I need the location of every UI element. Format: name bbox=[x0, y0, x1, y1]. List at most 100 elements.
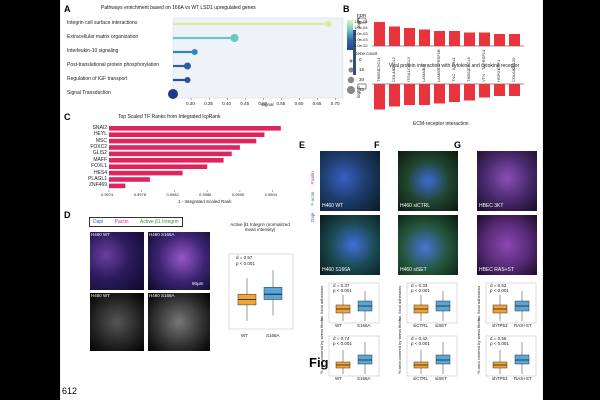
b-top-bar-5 bbox=[449, 31, 460, 46]
f-adhesion-boxplot-ylabel: No. focal adhesions bbox=[397, 285, 402, 321]
e-bottom-image-label: H460 S166A bbox=[322, 267, 351, 273]
panel-d-x-s166a: S166A bbox=[266, 333, 280, 338]
d-s166a-color-label: H460 S166A bbox=[149, 232, 175, 237]
g-fiber-boxplot-stat-p: p < 0.001 bbox=[490, 341, 509, 346]
b-bottom-bar-6 bbox=[464, 84, 475, 101]
d-s166a-gray-label: H460 S166A bbox=[149, 293, 175, 298]
c-bar-6 bbox=[109, 164, 208, 169]
d-wt-gray-image bbox=[89, 292, 145, 352]
c-xtick-label-3: 0.9986 bbox=[199, 192, 212, 197]
b-top-gene-4: TNFRSF1B bbox=[436, 49, 441, 70]
a-gc-tick-0: 0 bbox=[359, 57, 362, 62]
c-bar-0 bbox=[109, 126, 281, 131]
a-point-0 bbox=[325, 21, 332, 27]
f-bottom-image bbox=[397, 214, 459, 276]
a-point-5 bbox=[168, 89, 178, 99]
f-fiber-boxplot bbox=[406, 335, 458, 377]
d-wt-color-image bbox=[89, 231, 145, 291]
a-xtick-label-0: 0.30 bbox=[186, 101, 195, 106]
c-bar-2 bbox=[109, 138, 257, 144]
panel-a-label: A bbox=[64, 4, 71, 14]
f-top-image-label: H460 siCTRL bbox=[400, 203, 431, 209]
panel-d-label: D bbox=[64, 210, 71, 220]
panel-a-genecount-title: Gene count bbox=[354, 51, 378, 56]
c-tf-label-6: FOXL1 bbox=[91, 163, 107, 170]
a-xtick-label-2: 0.40 bbox=[222, 101, 232, 106]
c-tf-label-7: HES4 bbox=[93, 169, 107, 176]
f-top-image bbox=[397, 150, 459, 212]
b-top-gene-5: IL1RL1 bbox=[451, 57, 456, 70]
a-xtick-label-7: 0.65 bbox=[312, 101, 322, 106]
e-fiber-boxplot-box-1 bbox=[357, 354, 373, 365]
f-adhesion-boxplot-x0: siCTRL bbox=[413, 323, 429, 328]
b-top-gene-2: CXCL3 bbox=[406, 57, 411, 70]
e-adhesion-boxplot-stat-d: d = 0.37 bbox=[333, 283, 350, 288]
a-fdr-tick-4: 5.0e-02 bbox=[354, 43, 368, 48]
e-adhesion-boxplot-x1: S166A bbox=[357, 323, 371, 328]
g-adhesion-boxplot-ylabel: No. focal adhesions bbox=[476, 285, 481, 321]
f-adhesion-boxplot-stat-p: p < 0.001 bbox=[411, 288, 430, 293]
a-xtick-label-8: 0.70 bbox=[330, 101, 340, 106]
c-tf-label-5: MAFF bbox=[93, 156, 107, 163]
a-term-label-1: Extracellular matrix organization bbox=[67, 34, 139, 40]
d-wt-gray-label: H460 WT bbox=[91, 293, 111, 298]
c-bar-9 bbox=[109, 183, 126, 189]
c-bar-8 bbox=[109, 177, 150, 182]
g-adhesion-boxplot-stat-p: p < 0.001 bbox=[490, 288, 509, 293]
panel-d-stat-p: p < 0.001 bbox=[236, 261, 255, 266]
c-xtick-label-4: 0.9990 bbox=[231, 192, 245, 197]
g-adhesion-boxplot bbox=[485, 282, 537, 324]
g-fiber-boxplot-ylabel: % area covered by stress fibers bbox=[476, 317, 481, 374]
g-fiber-boxplot bbox=[485, 335, 537, 377]
a-point-2 bbox=[191, 49, 198, 55]
a-xtick-label-6: 0.60 bbox=[294, 101, 304, 106]
b-top-bar-4 bbox=[434, 31, 445, 46]
e-bottom-image bbox=[319, 214, 381, 276]
a-term-label-4: Regulation of IGF transport bbox=[67, 76, 128, 82]
c-tf-label-2: MSC bbox=[95, 137, 107, 144]
b-top-gene-7: TNFRSF14 bbox=[481, 49, 486, 70]
panel-a-side-strip bbox=[353, 30, 356, 75]
e-adhesion-boxplot-ylabel: No. focal adhesions bbox=[319, 285, 324, 321]
panel-a-genecount-legend bbox=[347, 59, 355, 94]
c-tf-label-9: ZNF469 bbox=[88, 182, 107, 189]
c-tf-label-0: SNAI2 bbox=[92, 124, 107, 131]
a-point-3 bbox=[183, 62, 191, 70]
e-fiber-boxplot-x1: S166A bbox=[357, 376, 371, 381]
b-bottom-bar-5 bbox=[449, 84, 460, 102]
f-adhesion-boxplot bbox=[406, 282, 458, 324]
c-tf-label-1: HEYL bbox=[93, 131, 107, 138]
b-bottom-gene-1: COL4A2 bbox=[391, 66, 396, 82]
panel-b-plots bbox=[357, 17, 524, 110]
f-fiber-boxplot-ylabel: % area covered by stress fibers bbox=[397, 317, 402, 374]
panel-c-xlabel: 1 - Integrated Scaled Rank bbox=[178, 199, 232, 204]
e-top-image bbox=[319, 150, 381, 212]
panel-c-label: C bbox=[64, 112, 71, 122]
a-xtick-label-1: 0.35 bbox=[204, 101, 213, 106]
c-xtick-label-0: 0.9974 bbox=[101, 192, 114, 197]
panel-d-channel-legend: Dapi Pactin Active β1 Integrin bbox=[89, 217, 183, 227]
e-adhesion-boxplot-stat-p: p < 0.001 bbox=[333, 288, 352, 293]
a-fdr-tick-0: 1.5e-04 bbox=[354, 19, 368, 24]
a-point-1 bbox=[230, 34, 239, 42]
e-adhesion-boxplot-x0: WT bbox=[335, 323, 342, 328]
g-fiber-boxplot-box-1 bbox=[514, 354, 530, 365]
panel-a-plot bbox=[168, 17, 344, 100]
b-bottom-gene-6: THBS2 bbox=[466, 69, 471, 82]
c-bar-1 bbox=[109, 132, 265, 137]
g-fiber-boxplot-x1: RAS+ST bbox=[514, 376, 532, 381]
e-fiber-boxplot-stat-p: p < 0.001 bbox=[333, 341, 352, 346]
b-bottom-gene-9: COL6A2 bbox=[511, 66, 516, 82]
b-bottom-bar-3 bbox=[419, 84, 430, 105]
panel-c-title: Top Scaled TF Ranks from Integrated lcpR… bbox=[118, 114, 221, 120]
g-adhesion-boxplot-x0: shTP53 bbox=[492, 323, 508, 328]
a-term-label-0: Integrin cell surface interactions bbox=[67, 20, 138, 26]
e-fiber-boxplot-ylabel: % area covered by stress fibers bbox=[319, 317, 324, 374]
panel-a-fdr-colorbar bbox=[347, 20, 353, 50]
right-margin bbox=[543, 0, 600, 400]
a-xtick-label-3: 0.45 bbox=[240, 101, 250, 106]
b-bottom-gene-5: TNC bbox=[451, 73, 456, 82]
g-bottom-image bbox=[476, 214, 538, 276]
g-top-image bbox=[476, 150, 538, 212]
